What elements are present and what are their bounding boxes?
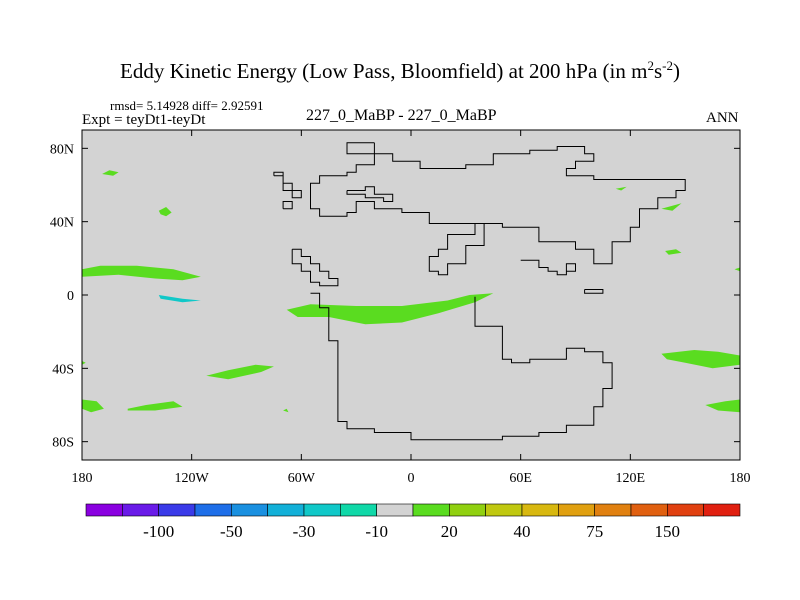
anomaly-region-5 [206, 364, 274, 380]
anomaly-region-11 [705, 399, 740, 413]
colorbar-box-14 [594, 503, 632, 517]
coastline-1 [273, 171, 302, 199]
colorbar-box-6 [303, 503, 341, 517]
anomaly-regions [82, 170, 740, 413]
colorbar-box-9 [412, 503, 450, 517]
x-tick-label-5: 120E [616, 471, 646, 486]
y-tick-label-0: 80N [50, 142, 74, 157]
anomaly-region-14 [734, 267, 740, 272]
colorbar-box-4 [231, 503, 268, 517]
anomaly-region-9 [283, 408, 289, 413]
coastline-5 [310, 292, 613, 441]
season-label: ANN [706, 110, 739, 126]
coastline-2 [282, 201, 293, 210]
y-tick-label-3: 40S [52, 362, 74, 377]
plot-background [82, 130, 740, 460]
experiment-label: Expt = teyDt1-teyDt [82, 112, 206, 128]
x-tick-label-3: 0 [408, 471, 415, 486]
anomaly-region-15 [615, 186, 627, 191]
anomaly-region-2 [82, 265, 201, 281]
colorbar-box-5 [267, 503, 305, 517]
anomaly-region-12 [665, 249, 682, 255]
colorbar-box-13 [558, 503, 595, 517]
colorbar-label-6: 75 [586, 522, 603, 541]
anomaly-region-7 [82, 399, 104, 413]
colorbar-box-10 [449, 503, 486, 517]
y-tick-label-2: 0 [67, 289, 74, 304]
coastline-3 [346, 186, 394, 202]
anomaly-region-3 [158, 295, 201, 303]
colorbar-box-7 [340, 503, 377, 517]
anomaly-region-1 [158, 207, 172, 217]
colorbar-box-16 [667, 503, 704, 517]
colorbar-box-17 [703, 503, 741, 517]
axis-ticks: 180 120W 60W 0 60E 120E 180 80N 40N 0 40S 80S [50, 130, 751, 486]
colorbar-label-1: -50 [220, 522, 243, 541]
coastline-0 [310, 142, 686, 276]
anomaly-region-4 [286, 293, 494, 325]
x-tick-label-2: 60W [288, 471, 316, 486]
x-tick-label-6: 180 [730, 471, 751, 486]
colorbar-box-0 [85, 503, 123, 517]
colorbar-label-0: -100 [143, 522, 174, 541]
colorbar-box-2 [158, 503, 196, 517]
case-label: 227_0_MaBP - 227_0_MaBP [306, 107, 497, 124]
coastline-4 [291, 248, 339, 287]
colorbar-box-12 [521, 503, 559, 517]
stats-label: rmsd= 5.14928 diff= 2.92591 [110, 98, 264, 113]
colorbar-box-11 [485, 503, 523, 517]
colorbar-box-3 [194, 503, 232, 517]
colorbar-box-15 [630, 503, 668, 517]
colorbar-label-7: 150 [655, 522, 681, 541]
coastline-6 [520, 259, 576, 276]
colorbar-label-2: -30 [293, 522, 316, 541]
anomaly-region-6 [127, 401, 183, 411]
colorbar-label-3: -10 [365, 522, 388, 541]
x-tick-label-4: 60E [509, 471, 532, 486]
colorbar-box-8 [376, 503, 414, 517]
anomaly-region-10 [661, 350, 740, 369]
x-tick-label-0: 180 [72, 471, 93, 486]
colorbar-label-4: 20 [441, 522, 458, 541]
colorbar: -100 -50 -30 -10 20 40 75 150 [85, 503, 741, 541]
y-tick-label-4: 80S [52, 436, 74, 451]
chart-title: Eddy Kinetic Energy (Low Pass, Bloomfiel… [120, 58, 680, 83]
x-tick-label-1: 120W [175, 471, 210, 486]
coastlines [273, 142, 686, 441]
anomaly-region-13 [661, 203, 682, 211]
anomaly-region-8 [82, 361, 86, 365]
coastline-7 [584, 289, 604, 294]
colorbar-box-1 [122, 503, 159, 517]
colorbar-label-5: 40 [514, 522, 531, 541]
anomaly-region-0 [102, 170, 119, 176]
y-tick-label-1: 40N [50, 216, 74, 231]
